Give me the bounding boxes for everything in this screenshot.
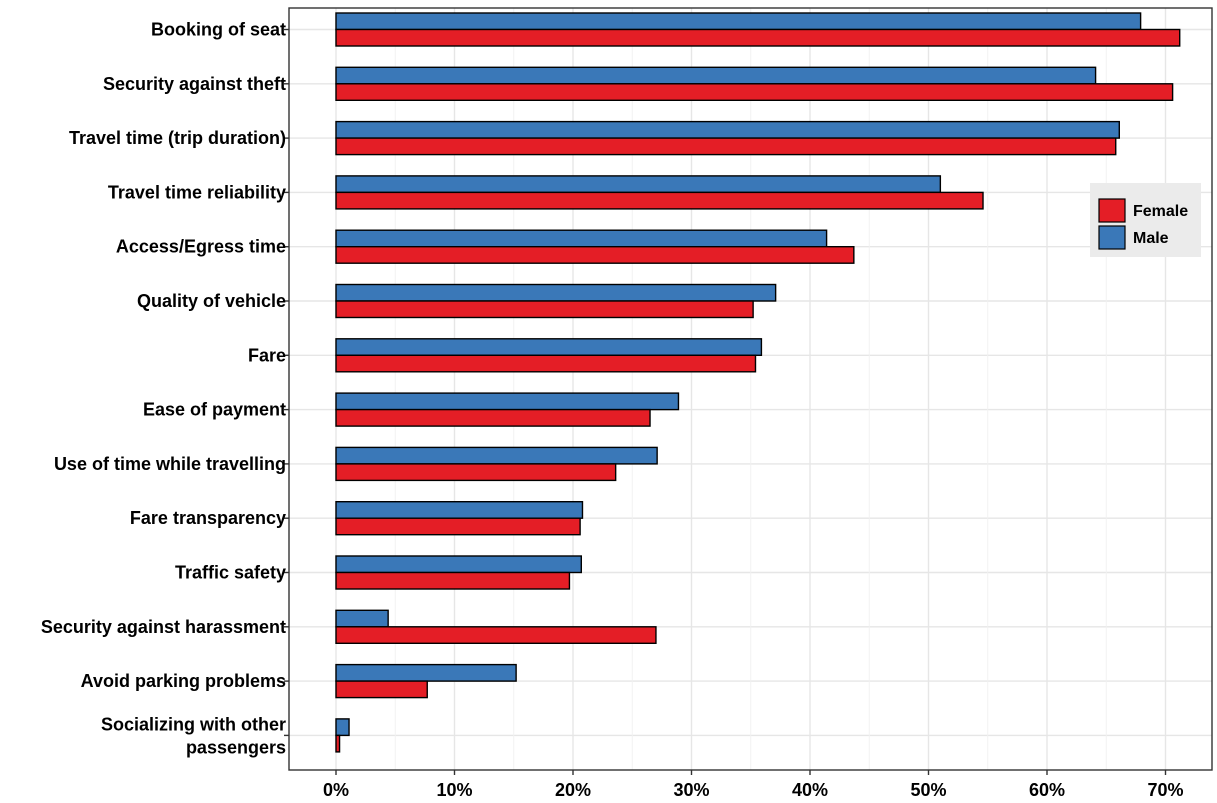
bar-female — [335, 191, 984, 210]
bar-female — [335, 300, 754, 319]
bar-female — [335, 28, 1181, 47]
x-tick-label: 30% — [673, 780, 709, 800]
category-label: Security against harassment — [41, 617, 286, 637]
bars — [335, 12, 1181, 753]
legend-swatch-male — [1098, 225, 1126, 250]
bar-female — [335, 517, 581, 536]
bar-male — [335, 555, 582, 574]
bar-male — [335, 66, 1097, 85]
category-label: Traffic safety — [175, 563, 286, 583]
bar-female — [335, 354, 757, 373]
category-label: Security against theft — [103, 74, 286, 94]
x-tick-label: 20% — [555, 780, 591, 800]
category-labels: Booking of seat Security against theft Tra… — [41, 20, 289, 757]
bar-male — [335, 446, 658, 465]
x-axis-ticks: 0% 10% 20% 30% 40% 50% 60% 70% — [323, 770, 1184, 800]
legend-swatch-female — [1098, 198, 1126, 223]
x-tick-label: 70% — [1147, 780, 1183, 800]
category-label: Ease of payment — [143, 400, 286, 420]
category-label: Use of time while travelling — [54, 454, 286, 474]
bar-female — [335, 408, 651, 427]
bar-female — [335, 734, 341, 753]
bar-male — [335, 120, 1120, 139]
legend-label-female: Female — [1133, 203, 1188, 220]
bar-male — [335, 338, 763, 356]
bar-male — [335, 718, 350, 737]
bar-female — [335, 245, 855, 264]
category-label: Travel time (trip duration) — [69, 128, 286, 148]
category-label: Travel time reliability — [108, 182, 286, 202]
legend: Female Male — [1090, 183, 1201, 257]
bar-male — [335, 175, 942, 194]
x-tick-label: 10% — [436, 780, 472, 800]
bar-male — [335, 609, 389, 628]
bar-male — [335, 229, 828, 248]
category-label: Fare — [248, 345, 286, 365]
bar-female — [335, 463, 617, 482]
category-label: Quality of vehicle — [137, 291, 286, 311]
category-label: Booking of seat — [151, 20, 286, 40]
bar-male — [335, 283, 777, 302]
x-tick-label: 0% — [323, 780, 349, 800]
x-tick-label: 40% — [792, 780, 828, 800]
bar-male — [335, 392, 680, 411]
category-label: Fare transparency — [130, 508, 286, 528]
bar-female — [335, 626, 657, 644]
category-label: Avoid parking problems — [81, 671, 286, 691]
bar-male — [335, 12, 1142, 31]
bar-male — [335, 663, 517, 682]
x-tick-label: 60% — [1029, 780, 1065, 800]
legend-label-male: Male — [1133, 230, 1169, 247]
plot-border — [288, 7, 1213, 771]
bar-female — [335, 137, 1117, 156]
bar-female — [335, 680, 428, 699]
category-label: Socializing with other passengers — [101, 714, 286, 757]
x-tick-label: 50% — [910, 780, 946, 800]
bar-female — [335, 83, 1174, 102]
bar-male — [335, 501, 584, 519]
bar-female — [335, 571, 571, 590]
category-label: Access/Egress time — [116, 237, 286, 257]
